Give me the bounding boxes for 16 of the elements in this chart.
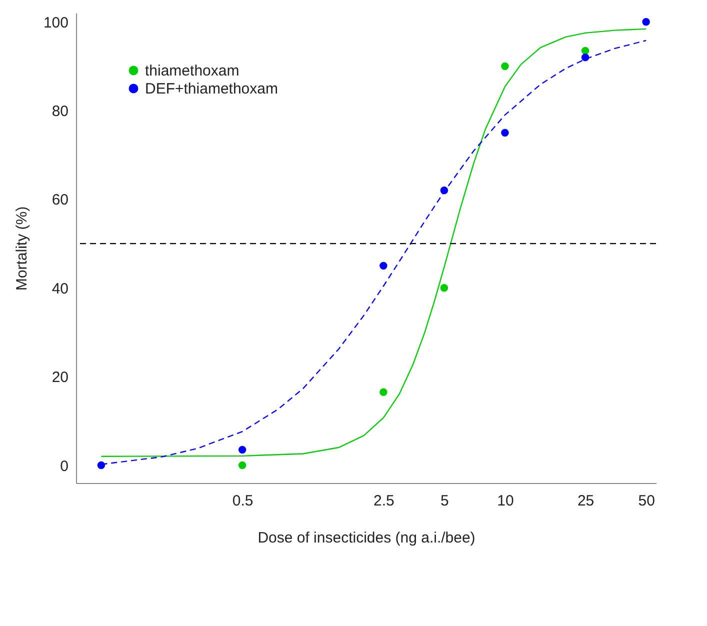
x-tick-label: 10 bbox=[497, 492, 514, 510]
y-tick-label: 20 bbox=[52, 369, 68, 386]
x-tick-label: 0.5 bbox=[232, 492, 254, 510]
y-tick-label: 0 bbox=[60, 458, 68, 475]
x-tick-label: 5 bbox=[440, 492, 449, 510]
x-axis-title: Dose of insecticides (ng a.i./bee) bbox=[258, 530, 476, 546]
x-tick-label: 2.5 bbox=[373, 492, 394, 510]
y-tick-label: 100 bbox=[43, 14, 68, 32]
x-tick-label: 25 bbox=[577, 492, 594, 510]
x-tick-label: 50 bbox=[638, 492, 655, 510]
y-tick-label: 80 bbox=[52, 103, 68, 120]
y-tick-label: 60 bbox=[52, 192, 68, 209]
legend-label: thiamethoxam bbox=[145, 62, 240, 80]
y-axis-title: Mortality (%) bbox=[13, 206, 30, 291]
legend-label: DEF+thiamethoxam bbox=[145, 80, 278, 98]
y-tick-label: 40 bbox=[52, 280, 68, 298]
